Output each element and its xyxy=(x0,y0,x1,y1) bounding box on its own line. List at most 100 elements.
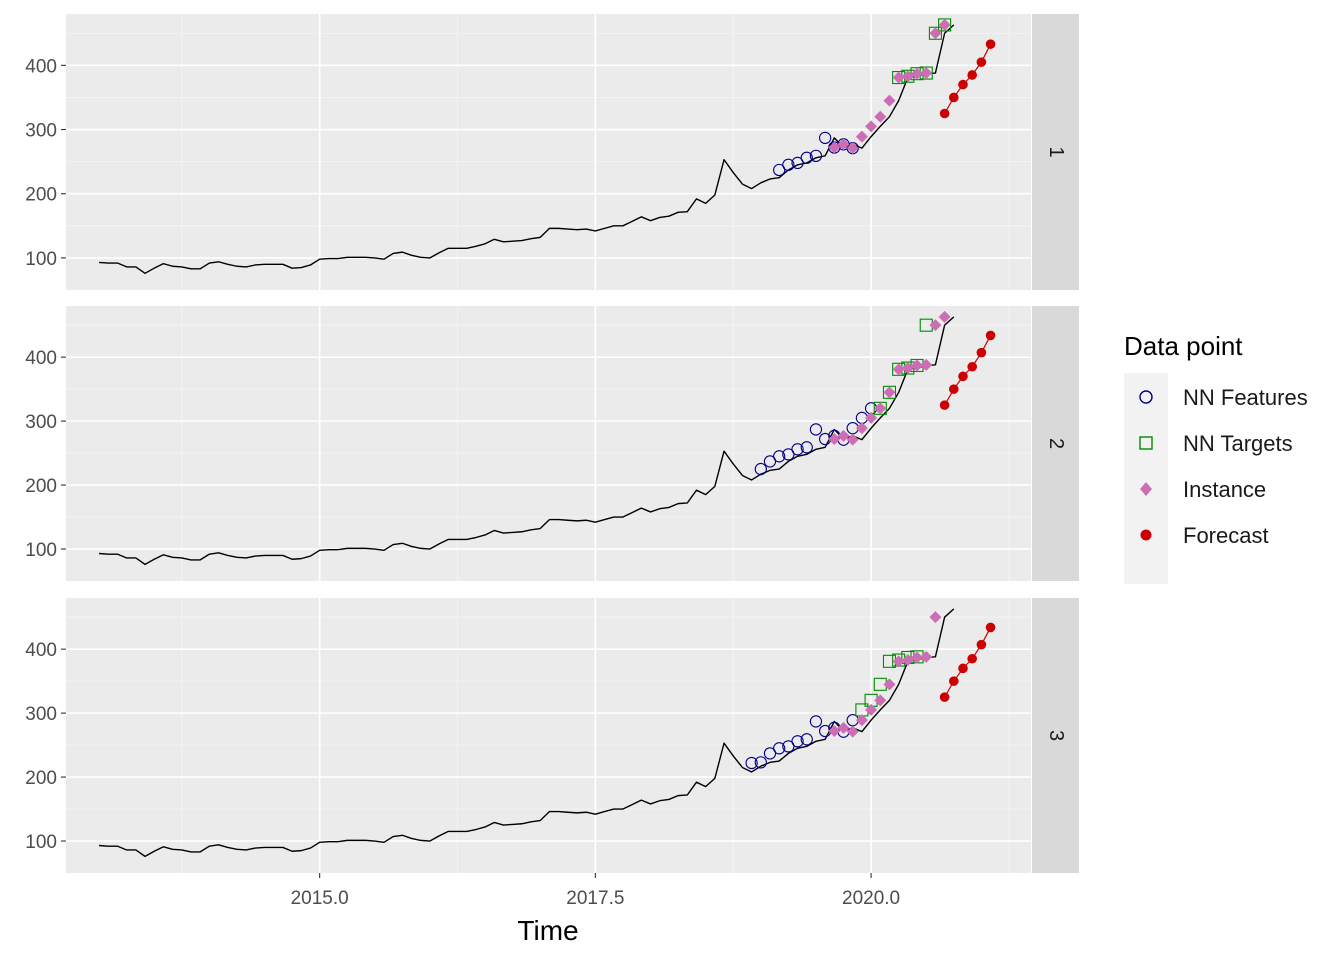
instance-point xyxy=(837,138,850,151)
y-tick-label: 300 xyxy=(25,412,57,433)
forecast-point xyxy=(949,384,959,394)
legend-entry-forecast: Forecast xyxy=(1140,523,1269,548)
instance-point xyxy=(911,651,924,664)
nn-feature-point xyxy=(745,756,758,770)
legend-key-background xyxy=(1124,373,1168,584)
forecast-point xyxy=(958,371,968,382)
y-tick-label: 300 xyxy=(25,704,57,725)
facet-strip-2 xyxy=(1032,306,1079,581)
legend-key-forecast-icon xyxy=(1140,529,1152,541)
legend-label-features: NN Features xyxy=(1183,385,1308,410)
nn-feature-point xyxy=(763,455,777,468)
facet-panel-3: 3 xyxy=(66,598,1079,873)
instance-point xyxy=(874,110,887,123)
nn-feature-point xyxy=(791,443,804,456)
instance-point xyxy=(883,94,896,107)
x-tick-label: 2015.0 xyxy=(291,888,349,909)
forecast-point xyxy=(967,70,977,80)
nn-feature-point xyxy=(782,740,795,753)
instance-point xyxy=(901,654,914,667)
y-tick-label: 200 xyxy=(25,768,57,789)
facet-panels: 1 2 3 xyxy=(66,14,1079,873)
instance-point xyxy=(828,141,841,154)
instance-point xyxy=(883,386,896,399)
legend-label-targets: NN Targets xyxy=(1183,431,1293,456)
panel-background xyxy=(66,598,1031,873)
nn-feature-point xyxy=(754,756,767,769)
instance-point xyxy=(938,310,951,323)
nn-feature-point xyxy=(763,747,777,760)
forecast-point xyxy=(985,39,996,49)
y-tick-label: 100 xyxy=(25,249,57,270)
legend-entry-features: NN Features xyxy=(1139,385,1308,410)
panel-background xyxy=(66,14,1031,290)
instance-point xyxy=(929,319,942,332)
facet-strip-label: 3 xyxy=(1045,730,1067,741)
legend-label-instance: Instance xyxy=(1183,477,1266,502)
series-line xyxy=(99,316,955,566)
forecast-point xyxy=(976,639,987,650)
instance-point xyxy=(846,725,859,738)
instance-point xyxy=(901,362,914,375)
nn-feature-point xyxy=(791,735,804,748)
forecast-point xyxy=(939,108,950,119)
instance-point xyxy=(938,18,951,31)
forecast-point xyxy=(976,347,987,358)
nn-feature-point xyxy=(818,131,832,145)
forecast-point xyxy=(958,79,968,90)
instance-point xyxy=(828,433,841,446)
y-tick-label: 100 xyxy=(25,832,57,853)
instance-point xyxy=(920,67,933,80)
instance-point xyxy=(892,655,905,668)
instance-point xyxy=(920,650,933,663)
instance-point xyxy=(837,721,850,734)
y-tick-label: 200 xyxy=(25,476,57,497)
instance-point xyxy=(883,678,896,691)
forecast-point xyxy=(949,92,959,103)
nn-feature-point xyxy=(800,441,813,454)
instance-point xyxy=(874,402,887,415)
facet-strip-label: 2 xyxy=(1045,438,1067,449)
y-tick-label: 200 xyxy=(25,185,57,206)
nn-feature-point xyxy=(791,156,804,170)
nn-feature-point xyxy=(754,462,767,476)
forecast-point xyxy=(985,622,996,633)
instance-point xyxy=(837,429,850,442)
legend-label-forecast: Forecast xyxy=(1183,523,1269,548)
instance-point xyxy=(855,714,868,727)
facet-strip-3 xyxy=(1032,598,1079,873)
series-line xyxy=(99,608,955,858)
facet-strip-label: 1 xyxy=(1045,146,1067,157)
legend-key-targets-icon xyxy=(1139,436,1153,450)
nn-feature-point xyxy=(773,742,786,755)
legend-key-instance-icon xyxy=(1140,482,1152,496)
y-tick-label: 300 xyxy=(25,121,57,142)
nn-feature-point xyxy=(809,715,823,728)
panel-background xyxy=(66,306,1031,581)
instance-point xyxy=(828,725,841,738)
instance-point xyxy=(865,411,878,424)
legend-title: Data point xyxy=(1124,331,1243,361)
y-tick-label: 100 xyxy=(25,540,57,561)
forecast-point xyxy=(967,653,977,664)
axes: 100 200 300 400 100 200 300 400 100 200 300 400 2015… xyxy=(25,56,900,909)
instance-point xyxy=(846,142,859,155)
nn-feature-point xyxy=(782,158,795,171)
forecast-point xyxy=(939,692,950,702)
nn-feature-point xyxy=(809,423,823,436)
instance-point xyxy=(855,130,868,143)
instance-point xyxy=(846,433,859,446)
y-tick-label: 400 xyxy=(25,56,57,77)
instance-point xyxy=(865,703,878,716)
instance-point xyxy=(892,71,905,84)
instance-point xyxy=(911,67,924,80)
x-tick-label: 2017.5 xyxy=(566,888,624,909)
nn-feature-point xyxy=(782,448,795,461)
facet-panel-2: 2 xyxy=(66,306,1079,581)
legend-entry-targets: NN Targets xyxy=(1139,431,1293,456)
forecast-point xyxy=(985,330,996,341)
facet-strip-1 xyxy=(1032,14,1079,290)
x-axis-title: Time xyxy=(517,915,578,946)
instance-point xyxy=(892,363,905,376)
